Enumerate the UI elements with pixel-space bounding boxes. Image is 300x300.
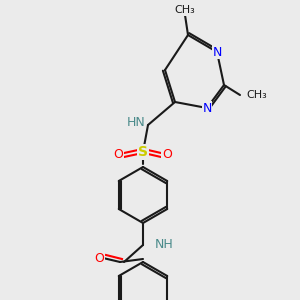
Text: O: O <box>94 251 104 265</box>
Text: O: O <box>113 148 123 161</box>
Text: N: N <box>202 101 212 115</box>
Text: HN: HN <box>127 116 146 130</box>
Text: N: N <box>212 46 222 59</box>
Text: O: O <box>162 148 172 161</box>
Text: NH: NH <box>155 238 174 251</box>
Text: S: S <box>138 145 148 159</box>
Text: CH₃: CH₃ <box>246 90 267 100</box>
Text: CH₃: CH₃ <box>175 5 195 15</box>
